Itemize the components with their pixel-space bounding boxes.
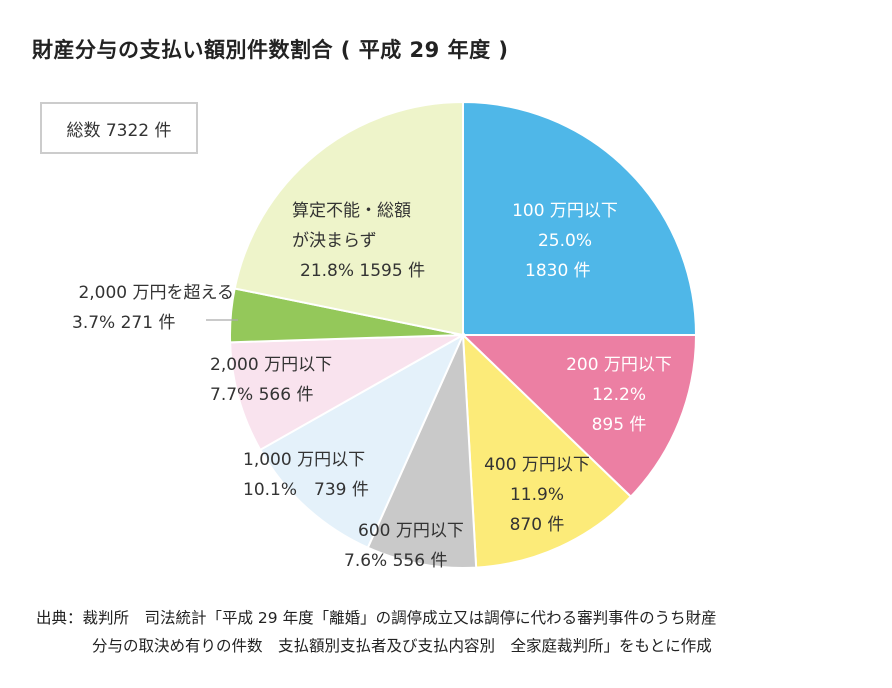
pie-slice-4: [258, 332, 466, 549]
slice-label-percent-count: 10.1% 739 件: [243, 480, 369, 500]
slice-label-range: 600 万円以下: [358, 521, 464, 541]
slice-label-200man: 200 万円以下 12.2% 895 件: [560, 350, 678, 440]
slice-label-count: 1830 件: [525, 261, 591, 281]
slice-label-line1: 算定不能・総額: [292, 201, 411, 221]
slice-label-over2000man: 2,000 万円を超える 3.7% 271 件: [50, 278, 234, 338]
total-count-label: 総数 7322 件: [66, 120, 172, 141]
slice-label-400man: 400 万円以下 11.9% 870 件: [476, 450, 598, 540]
slice-label-range: 2,000 万円以下: [210, 355, 333, 375]
slice-label-2000man: 2,000 万円以下 7.7% 566 件: [210, 350, 332, 410]
slice-label-range: 100 万円以下: [512, 201, 618, 221]
slice-label-percent-count: 21.8% 1595 件: [300, 261, 426, 281]
slice-label-percent-count: 3.7% 271 件: [72, 313, 176, 333]
slice-label-percent: 25.0%: [537, 231, 592, 251]
slice-label-1000man: 1,000 万円以下 10.1% 739 件: [243, 445, 369, 505]
pie-slice-0: [462, 100, 698, 336]
slice-label-count: 895 件: [591, 415, 647, 435]
source-line-2: 分与の取決め有りの件数 支払額別支払者及び支払内容別 全家庭裁判所」をもとに作成: [92, 637, 712, 655]
slice-label-percent: 11.9%: [509, 485, 564, 505]
slice-label-percent-count: 7.7% 566 件: [210, 385, 314, 405]
slice-label-range: 200 万円以下: [566, 355, 672, 375]
pie-slice-5: [229, 334, 464, 452]
slice-label-range: 2,000 万円を超える: [78, 283, 234, 303]
slice-label-count: 870 件: [509, 515, 565, 535]
pie-slice-7: [233, 100, 464, 337]
pie-slice-3: [366, 334, 478, 570]
chart-title: 財産分与の支払い額別件数割合 ( 平成 29 年度 ): [32, 38, 509, 62]
pie-slice-2: [461, 332, 633, 569]
slice-label-percent-count: 7.6% 556 件: [344, 551, 448, 571]
slice-label-range: 1,000 万円以下: [243, 450, 366, 470]
source-line-1: 出典：裁判所 司法統計「平成 29 年度「離婚」の調停成立又は調停に代わる審判事…: [36, 609, 717, 627]
slice-label-percent: 12.2%: [591, 385, 646, 405]
slice-label-100man: 100 万円以下 25.0% 1830 件: [505, 196, 625, 286]
source-note: 出典：裁判所 司法統計「平成 29 年度「離婚」の調停成立又は調停に代わる審判事…: [36, 604, 717, 660]
slice-label-600man: 600 万円以下 7.6% 556 件: [344, 516, 464, 576]
pie-slice-1: [460, 334, 698, 499]
slice-label-undetermined: 算定不能・総額 が決まらず 21.8% 1595 件: [292, 196, 425, 286]
total-count-box: 総数 7322 件: [40, 102, 198, 154]
pie-slices: [229, 100, 698, 570]
slice-label-range: 400 万円以下: [484, 455, 590, 475]
slice-label-line2: が決まらず: [292, 231, 377, 251]
